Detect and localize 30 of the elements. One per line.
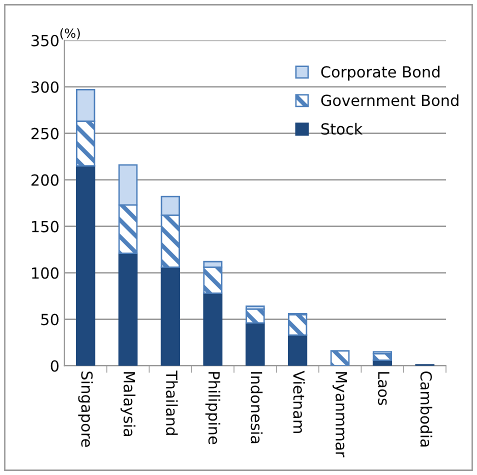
- bar: [246, 322, 265, 366]
- bar: [288, 314, 308, 336]
- x-tick-label: Malaysia: [120, 372, 136, 436]
- bar: [246, 308, 265, 324]
- x-tick-label: Vietnam: [293, 370, 305, 433]
- x-tick-label: Thailand: [166, 370, 178, 435]
- x-tick-label: Myanmmar: [332, 372, 347, 458]
- bar: [76, 165, 96, 366]
- y-tick-label: 100: [32, 267, 59, 279]
- bar: [203, 292, 222, 366]
- x-tick-label: Indonesia: [250, 372, 263, 444]
- x-tick-label: Laos: [378, 372, 390, 406]
- x-tick-label: Cambodia: [420, 371, 432, 446]
- legend-label: Government Bond: [321, 94, 458, 106]
- bar: [330, 350, 350, 366]
- legend-label: Corporate Bond: [321, 66, 440, 81]
- bar: [160, 266, 180, 366]
- x-tick-label: Philippine: [205, 372, 220, 444]
- x-tick-label: Singapore: [78, 372, 93, 447]
- y-tick-label: 250: [31, 128, 59, 140]
- y-tick-label: 350: [32, 34, 59, 46]
- bar: [118, 252, 138, 366]
- y-tick-label: 300: [32, 81, 59, 93]
- legend-label: Stock: [321, 122, 363, 135]
- y-tick-label: 150: [32, 220, 59, 232]
- y-tick-label: 50: [41, 314, 59, 326]
- y-tick-label: 200: [31, 174, 59, 186]
- bar: [288, 334, 308, 366]
- y-tick-label: 0: [50, 360, 59, 372]
- y-axis-title: (%): [60, 28, 80, 40]
